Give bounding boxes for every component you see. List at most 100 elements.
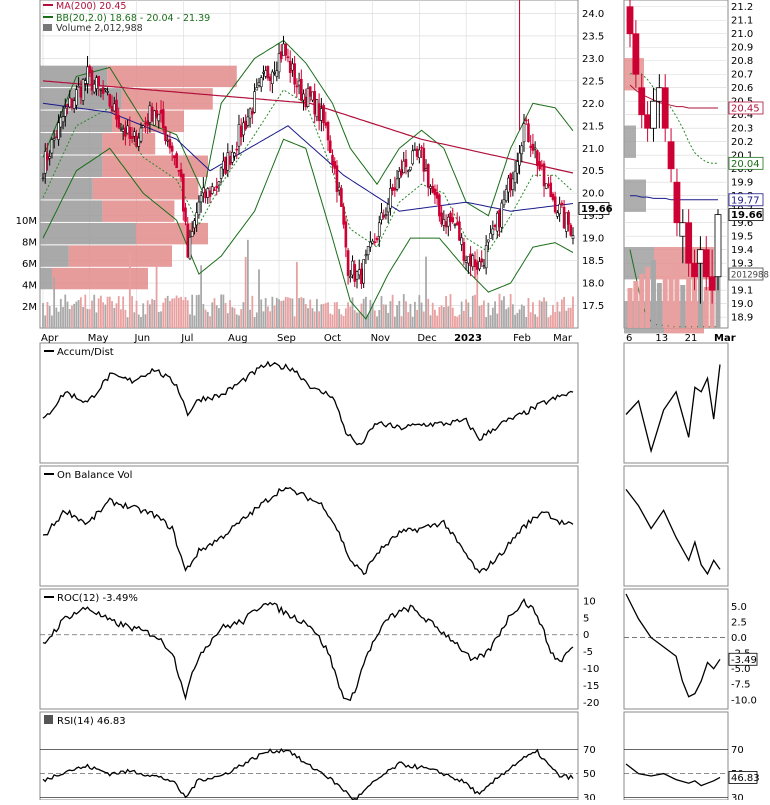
- volume-bar: [560, 299, 563, 328]
- volume-bar: [235, 314, 238, 328]
- volume-bar: [516, 312, 519, 328]
- volume-bar: [431, 302, 434, 328]
- candle-body: [538, 161, 541, 170]
- volume-bar: [405, 301, 407, 328]
- volume-bar: [48, 305, 51, 328]
- volume-bar: [429, 315, 432, 328]
- price-tick-label: 24.0: [582, 9, 604, 20]
- zoom-price-tick: 20.4: [731, 110, 753, 121]
- volume-bar: [474, 294, 476, 328]
- candle-body: [46, 153, 49, 161]
- volume-bar: [202, 304, 205, 328]
- volume-bar: [318, 311, 321, 328]
- volume-bar: [206, 311, 209, 328]
- candle-body: [349, 276, 352, 279]
- volume-bar: [340, 314, 343, 328]
- rsi-zoom-tick-label: 70: [731, 745, 744, 756]
- candle-body: [199, 195, 203, 203]
- candle-body: [215, 185, 218, 189]
- candle-body: [282, 43, 285, 56]
- volume-bar: [233, 308, 236, 328]
- candle-body: [213, 189, 216, 192]
- zoom-vbp-up: [624, 125, 636, 158]
- volume-bar: [267, 306, 269, 328]
- price-tick-label: 22.0: [582, 99, 604, 110]
- month-tick-label: Dec: [417, 333, 436, 344]
- roc-tick-label: 0: [583, 630, 589, 641]
- vbp-up-bar: [40, 200, 103, 222]
- candle-body: [495, 212, 499, 232]
- zoom-candle-body: [697, 249, 704, 264]
- volume-bar: [565, 310, 568, 328]
- roc-tick-label: -10: [583, 664, 599, 675]
- volume-bar: [51, 315, 53, 328]
- zoom-price-tick: 21.2: [731, 2, 753, 13]
- zoom-candle-body: [679, 222, 687, 237]
- zoom-price-tick: 20.9: [731, 43, 753, 54]
- candle-body: [404, 159, 408, 168]
- volume-bar: [200, 265, 202, 328]
- volume-bar: [258, 269, 260, 328]
- vbp-up-bar: [40, 245, 69, 267]
- volume-bar: [68, 309, 71, 328]
- candle-body: [170, 145, 174, 152]
- volume-bar: [135, 300, 138, 328]
- volume-bar: [356, 312, 358, 328]
- volume-bar: [476, 249, 479, 328]
- zoom-candle-body: [685, 222, 693, 264]
- candle-body: [304, 96, 308, 108]
- volume-bar: [418, 295, 421, 328]
- candle-body: [79, 86, 83, 98]
- candle-body: [124, 127, 127, 137]
- volume-bar: [511, 304, 514, 328]
- candle-body: [86, 66, 89, 84]
- volume-bar: [173, 298, 176, 328]
- zoom-price-tick: 19.0: [731, 299, 753, 310]
- volume-bar: [369, 299, 372, 328]
- candle-body: [275, 70, 279, 77]
- volume-bar: [284, 296, 287, 328]
- zoom-volume-bar: [692, 271, 698, 328]
- candle-body: [175, 153, 178, 169]
- candle-body: [395, 178, 399, 190]
- roc-zoom-tick-label: -5.0: [731, 664, 751, 675]
- volume-bar: [142, 303, 145, 328]
- zoom-volume-bar: [686, 278, 692, 328]
- volume-bar: [137, 314, 140, 328]
- rsi-swatch: [44, 715, 53, 724]
- zoom-volume-bar: [645, 267, 651, 328]
- zoom-price-tick: 19.9: [731, 178, 753, 189]
- zoom-bb-lower-line: [629, 249, 718, 328]
- volume-bar: [42, 303, 44, 328]
- volume-bar: [338, 309, 341, 328]
- candle-body: [380, 212, 383, 221]
- roc-zoom-value: -3.49: [731, 655, 757, 666]
- roc-zoom-line: [625, 593, 721, 698]
- zoom-value-label-box: [728, 193, 764, 207]
- volume-bar: [111, 301, 113, 328]
- candle-body: [300, 78, 303, 101]
- candle-body: [66, 104, 69, 106]
- volume-bar: [503, 296, 505, 328]
- candle-body: [302, 93, 305, 101]
- volume-bar: [220, 294, 223, 328]
- volume-bar: [240, 309, 243, 328]
- zoom-candle-body: [638, 87, 646, 116]
- candle-body: [288, 60, 292, 73]
- volume-tick-label: 4M: [22, 281, 37, 292]
- volume-bar: [289, 298, 292, 328]
- candle-body: [139, 127, 143, 142]
- volume-bar: [382, 304, 385, 328]
- volume-bar: [108, 296, 111, 328]
- vbp-up-bar: [40, 222, 136, 245]
- volume-bar: [62, 306, 64, 328]
- candle-body: [357, 269, 361, 276]
- volume-bar: [532, 302, 534, 328]
- volume-bar: [304, 303, 307, 328]
- zoom-candle-body: [702, 249, 710, 278]
- volume-bar: [182, 300, 185, 328]
- candle-body: [473, 259, 477, 268]
- candle-body: [462, 242, 466, 261]
- candle-body: [527, 123, 530, 143]
